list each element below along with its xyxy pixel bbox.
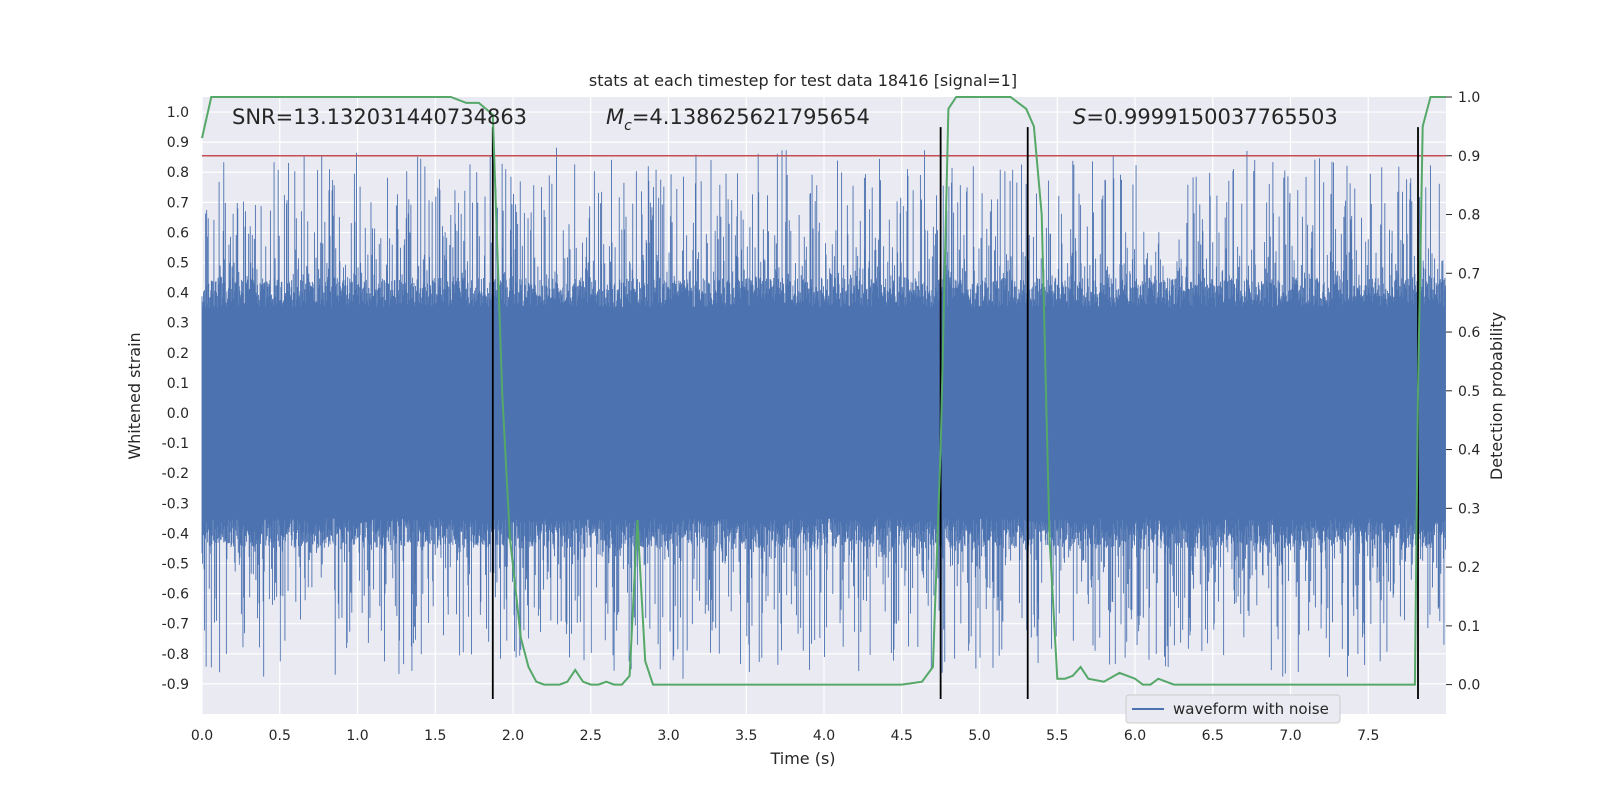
statistic-annotation: S=0.9999150037765503 xyxy=(1073,105,1338,129)
y2-axis-label: Detection probability xyxy=(1487,312,1506,480)
y2-tick-label: 0.3 xyxy=(1458,501,1480,517)
y2-tick-label: 0.7 xyxy=(1458,266,1480,282)
y-axis-ticks: 1.0 0.9 0.8 0.7 0.6 0.5 0.4 0.3 0.2 0.1 0.0 -0.1 -0.… xyxy=(162,105,189,693)
x-tick-label: 0.0 xyxy=(191,728,213,744)
y-tick-label: -0.8 xyxy=(162,647,189,663)
x-tick-label: 6.5 xyxy=(1202,728,1224,744)
waveform-line xyxy=(201,147,1446,679)
y-tick-label: -0.4 xyxy=(162,526,189,542)
y-tick-label: -0.7 xyxy=(162,617,189,633)
x-axis-label: Time (s) xyxy=(769,749,835,768)
y2-tick-label: 0.8 xyxy=(1458,208,1480,224)
y-tick-label: 0.6 xyxy=(167,225,189,241)
y-tick-label: -0.3 xyxy=(162,496,189,512)
mc-symbol: M xyxy=(606,105,624,129)
x-tick-label: 5.0 xyxy=(968,728,990,744)
x-tick-label: 4.0 xyxy=(813,728,835,744)
x-tick-label: 6.0 xyxy=(1124,728,1146,744)
x-tick-label: 1.5 xyxy=(424,728,446,744)
x-tick-label: 3.5 xyxy=(735,728,757,744)
y2-tick-label: 1.0 xyxy=(1458,90,1480,106)
x-tick-label: 2.0 xyxy=(502,728,524,744)
legend-label: waveform with noise xyxy=(1173,700,1329,718)
chart-title: stats at each timestep for test data 184… xyxy=(589,71,1017,90)
x-tick-label: 0.5 xyxy=(269,728,291,744)
s-value: =0.9999150037765503 xyxy=(1086,105,1337,129)
x-tick-label: 7.5 xyxy=(1357,728,1379,744)
chirp-mass-annotation: Mc=4.138625621795654 xyxy=(606,105,870,134)
y2-axis-ticks: 1.0 0.9 0.8 0.7 0.6 0.5 0.4 0.3 0.2 0.1 0.0 xyxy=(1446,90,1480,694)
y-tick-label: 0.8 xyxy=(167,165,189,181)
probability-series xyxy=(201,96,1446,686)
legend: waveform with noise xyxy=(1125,694,1341,724)
s-symbol: S xyxy=(1073,105,1086,129)
y-tick-label: 0.3 xyxy=(167,316,189,332)
y-tick-label: 0.2 xyxy=(167,346,189,362)
legend-box xyxy=(1125,694,1341,724)
y-tick-label: 0.4 xyxy=(167,286,189,302)
waveform-series xyxy=(201,147,1446,679)
y-tick-label: 0.9 xyxy=(167,135,189,151)
y-tick-label: 1.0 xyxy=(167,105,189,121)
x-axis-ticks: 0.0 0.5 1.0 1.5 2.0 2.5 3.0 3.5 4.0 4.5 5.0 5.5 6.0 6… xyxy=(191,728,1380,744)
y-tick-label: 0.7 xyxy=(167,195,189,211)
y-tick-label: 0.1 xyxy=(167,376,189,392)
y-axis-label: Whitened strain xyxy=(125,332,144,459)
x-tick-label: 4.5 xyxy=(891,728,913,744)
y-tick-label: -0.1 xyxy=(162,436,189,452)
y-tick-label: 0.5 xyxy=(167,256,189,272)
y-tick-label: -0.9 xyxy=(162,677,189,693)
y2-tick-label: 0.0 xyxy=(1458,678,1480,694)
y2-tick-label: 0.4 xyxy=(1458,443,1480,459)
x-tick-label: 2.5 xyxy=(580,728,602,744)
y2-tick-label: 0.9 xyxy=(1458,149,1480,165)
y-tick-label: -0.6 xyxy=(162,587,189,603)
y-tick-label: 0.0 xyxy=(167,406,189,422)
snr-annotation: SNR=13.132031440734863 xyxy=(232,105,527,129)
probability-line xyxy=(201,96,1446,686)
y2-tick-label: 0.6 xyxy=(1458,325,1480,341)
x-tick-label: 3.0 xyxy=(657,728,679,744)
y2-tick-label: 0.2 xyxy=(1458,560,1480,576)
y2-tick-label: 0.1 xyxy=(1458,619,1480,635)
x-tick-label: 1.0 xyxy=(346,728,368,744)
y-tick-label: -0.2 xyxy=(162,466,189,482)
mc-value: =4.138625621795654 xyxy=(632,105,870,129)
x-tick-label: 7.0 xyxy=(1279,728,1301,744)
x-tick-label: 5.5 xyxy=(1046,728,1068,744)
mc-subscript: c xyxy=(624,118,632,134)
y2-tick-label: 0.5 xyxy=(1458,384,1480,400)
y-tick-label: -0.5 xyxy=(162,557,189,573)
